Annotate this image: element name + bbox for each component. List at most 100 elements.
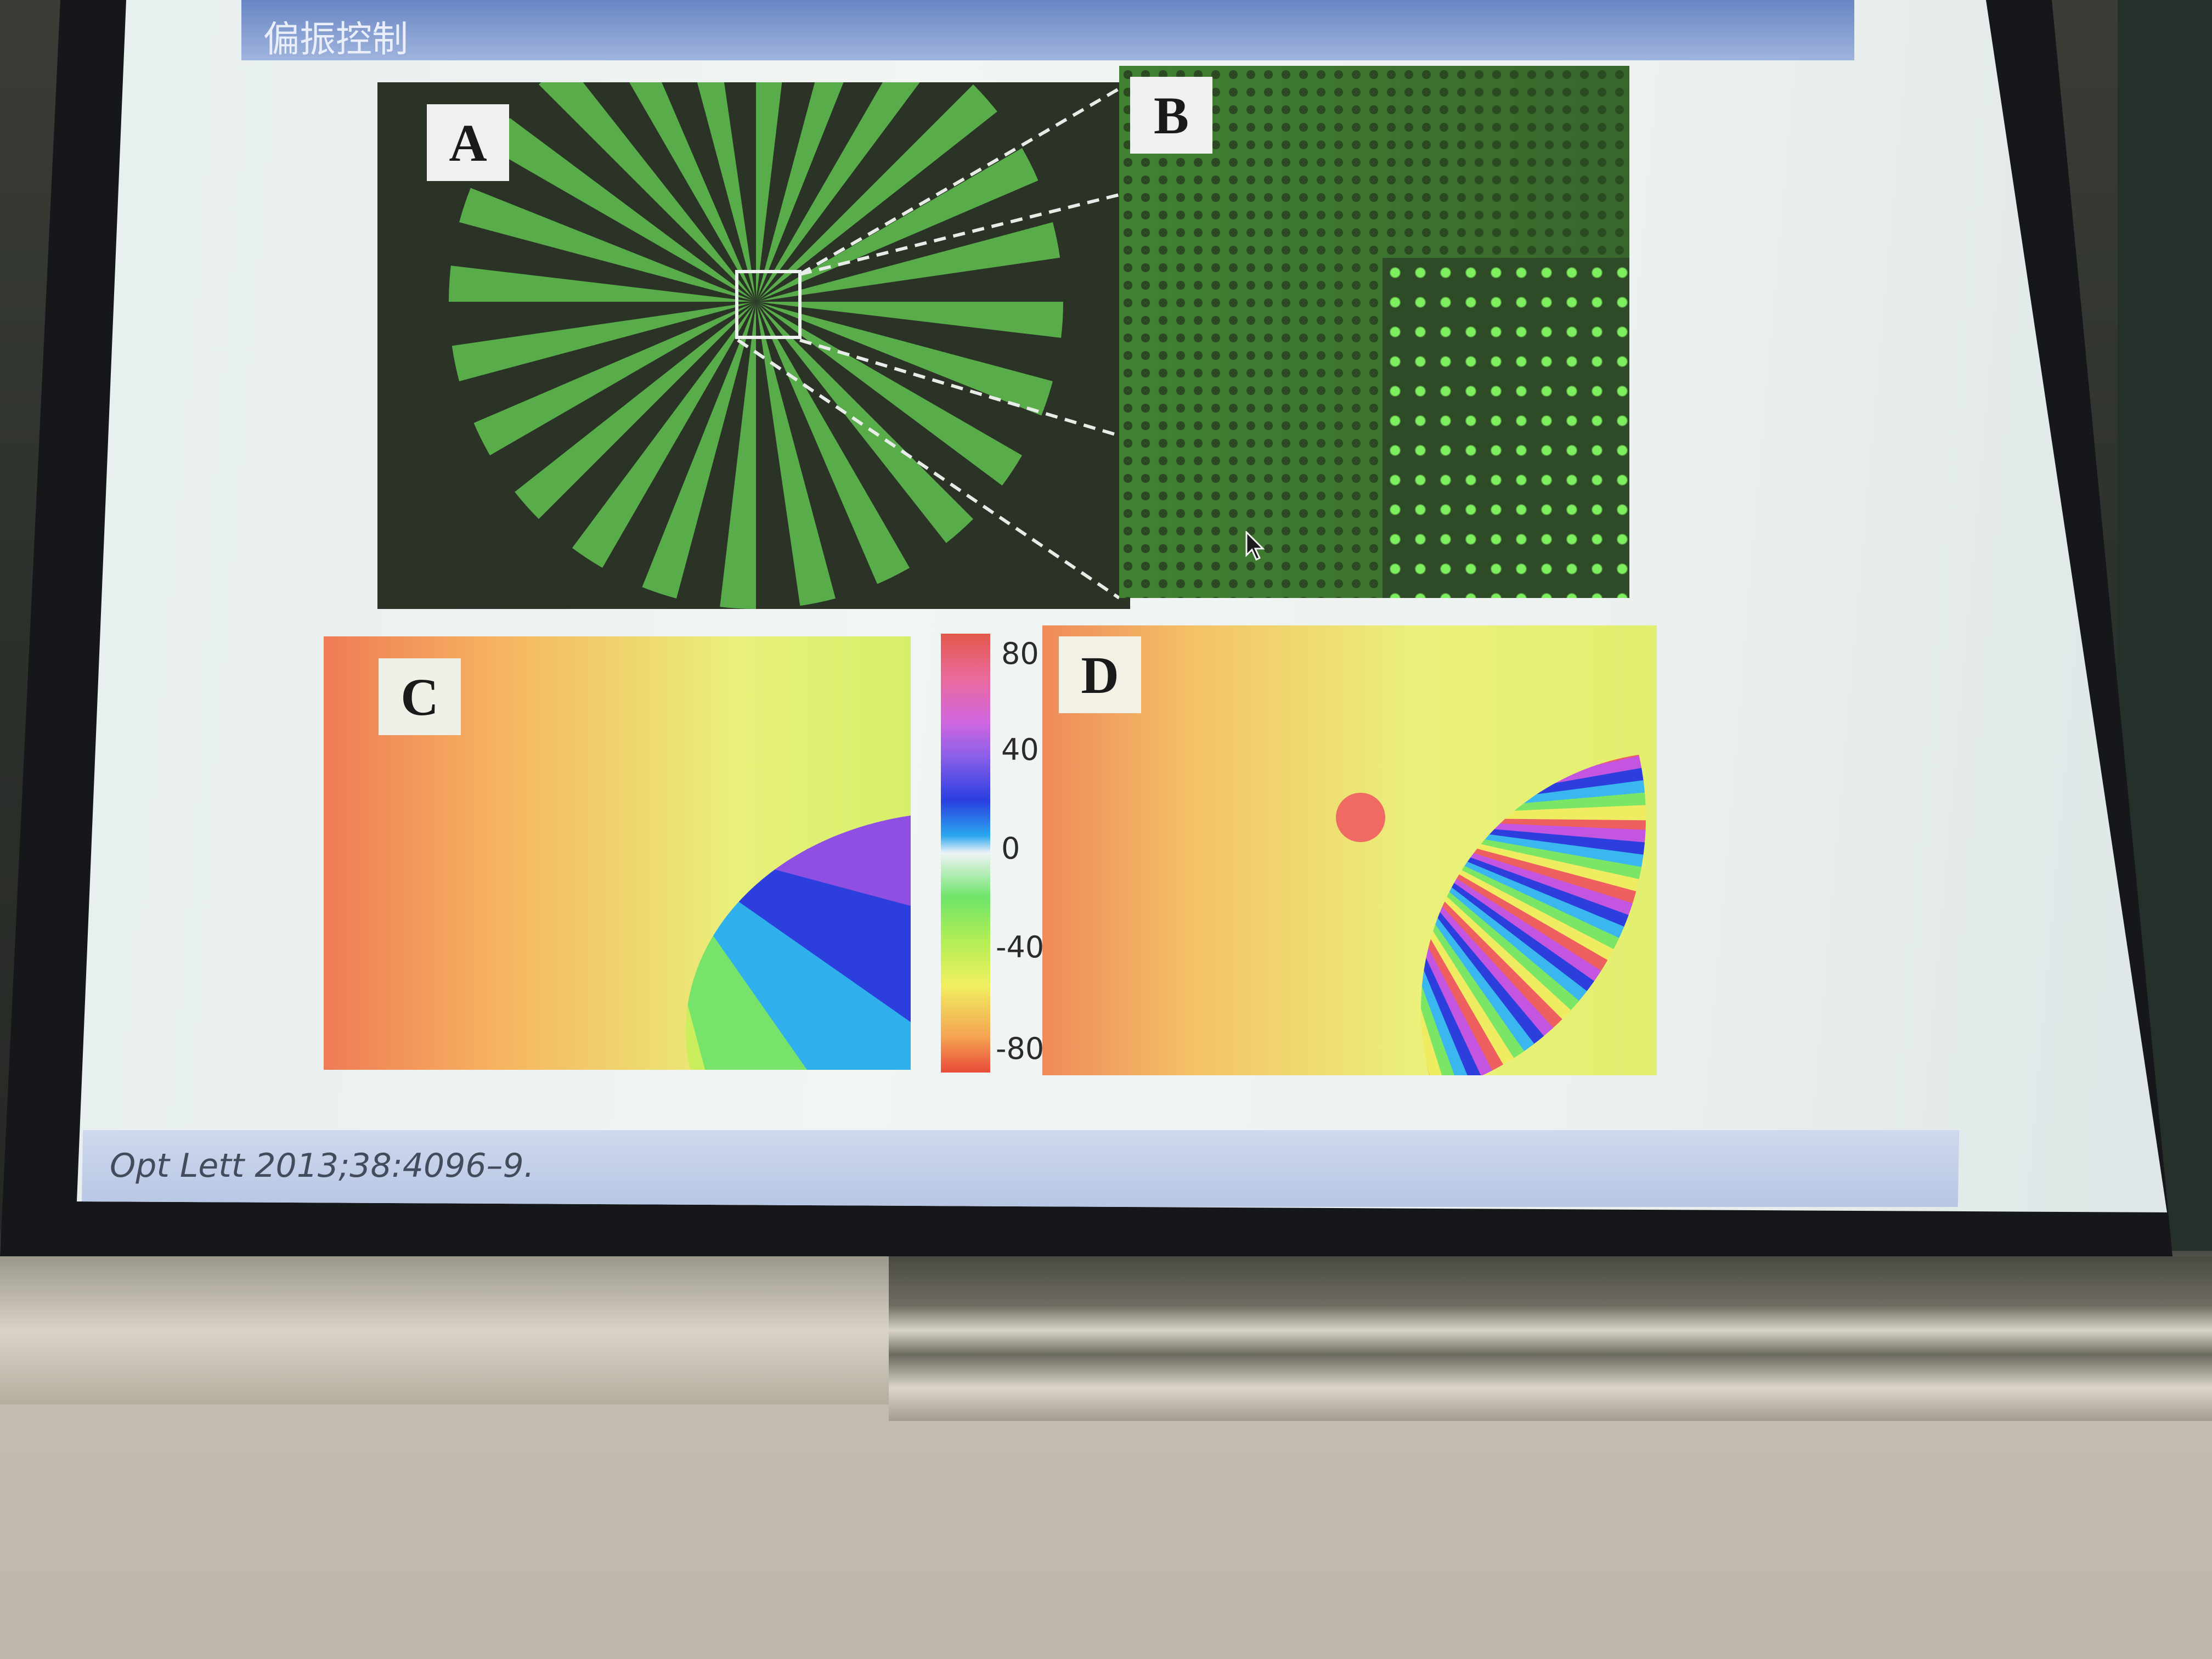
phase-wedge — [1299, 625, 1361, 817]
phase-wedge — [1226, 817, 1361, 1075]
colorbar-tick-40: 40 — [1001, 732, 1039, 767]
phase-wedge — [686, 834, 774, 1070]
phase-wedge — [1077, 817, 1361, 867]
phase-wedge — [1134, 632, 1361, 817]
phase-wedge — [1096, 817, 1361, 938]
panel-b-image: B — [1119, 66, 1629, 598]
phase-wedge — [1421, 752, 1472, 817]
phase-wedge — [1088, 817, 1361, 915]
phase-wedge — [686, 812, 911, 834]
phase-wedge — [1132, 817, 1361, 1001]
fluorescence-spoke — [756, 82, 792, 302]
fluorescence-spoke — [473, 302, 756, 455]
phase-wedge — [1421, 752, 1547, 817]
panel-label-d: D — [1059, 636, 1141, 713]
phase-wedge — [1421, 817, 1571, 1022]
phase-wedge — [1075, 815, 1361, 830]
colorbar-tick-minus-40: -40 — [996, 930, 1045, 964]
phase-wedge — [1296, 817, 1361, 1075]
phase-wedge — [686, 812, 911, 834]
phase-wedge — [1421, 817, 1562, 1030]
phase-wedge — [1106, 817, 1361, 960]
phase-wedge — [1125, 817, 1361, 991]
phase-wedge — [1345, 817, 1361, 1075]
phase-wedge — [1238, 817, 1361, 1075]
phase-wedge — [575, 636, 642, 834]
phase-wedge — [686, 812, 713, 834]
phase-wedge — [1184, 817, 1361, 1051]
fluorescence-spoke — [756, 82, 940, 302]
fluorescence-spoke — [490, 117, 756, 302]
phase-wedge — [1421, 752, 1537, 817]
phase-wedge — [1421, 752, 1437, 817]
phase-wedge — [324, 834, 642, 965]
phase-wedge — [507, 834, 642, 1070]
phase-wedge — [1421, 817, 1601, 984]
phase-wedge — [1361, 817, 1385, 1075]
phase-wedge — [686, 812, 911, 834]
phase-wedge — [1150, 625, 1361, 817]
phase-wedge — [1120, 651, 1361, 817]
phase-wedge — [1421, 752, 1516, 817]
phase-wedge — [686, 812, 911, 834]
phase-wedge — [1092, 706, 1361, 817]
citation-text: Opt Lett 2013;38:4096–9. — [110, 1147, 534, 1185]
phase-wedge — [1421, 817, 1554, 1038]
phase-wedge — [324, 834, 642, 901]
phase-wedge — [686, 834, 804, 1070]
phase-wedge — [686, 812, 745, 834]
phase-wedge — [539, 834, 642, 1070]
phase-wedge — [1321, 817, 1361, 1075]
phase-wedge — [1333, 817, 1361, 1075]
fluorescence-spoke — [756, 302, 910, 584]
phase-wedge — [1140, 817, 1361, 1010]
fluorescence-spoke — [515, 302, 756, 519]
phase-wedge — [642, 636, 679, 834]
phase-wedge — [1194, 817, 1361, 1058]
phase-wedge — [1421, 817, 1423, 1075]
phase-wedge — [345, 834, 642, 1070]
fluorescence-spoke — [720, 302, 756, 609]
phase-wedge — [1421, 752, 1484, 817]
phase-wedge — [1421, 817, 1447, 1075]
phase-wedge — [1081, 817, 1361, 891]
phase-wedge — [1323, 625, 1361, 817]
phase-wedge — [1218, 625, 1361, 817]
phase-wedge — [1148, 817, 1361, 1019]
phase-wedge — [1187, 625, 1361, 817]
board-frame — [889, 1256, 2212, 1421]
phase-wedge — [1159, 625, 1361, 817]
phase-wedge — [1308, 817, 1361, 1075]
phase-wedge — [1108, 673, 1361, 817]
phase-wedge — [1205, 817, 1361, 1064]
phase-wedge — [543, 636, 642, 834]
phase-wedge — [1112, 817, 1361, 970]
phase-wedge — [1361, 625, 1401, 817]
phase-wedge — [1197, 625, 1361, 817]
phase-wedge — [324, 830, 642, 867]
phase-wedge — [1119, 817, 1361, 981]
phase-wedge — [1075, 817, 1361, 842]
phase-wedge — [1421, 805, 1646, 821]
phase-wedge — [1421, 752, 1565, 817]
fluorescence-spoke — [756, 222, 1060, 302]
phase-wedge — [1101, 817, 1361, 949]
panel-label-b: B — [1130, 77, 1212, 154]
fluorescence-spoke — [572, 302, 756, 568]
fluorescence-spoke — [459, 188, 756, 302]
fluorescence-spoke — [756, 84, 997, 302]
phase-wedge — [1421, 752, 1573, 817]
phase-wedge — [1421, 817, 1525, 1060]
phase-wedge — [1229, 625, 1361, 817]
phase-wedge — [419, 834, 642, 1070]
phase-wedge — [324, 639, 642, 834]
phase-wedge — [324, 834, 642, 1054]
phase-wedge — [1421, 752, 1527, 817]
phase-wedge — [476, 834, 642, 1070]
phase-wedge — [1421, 817, 1458, 1075]
phase-wedge — [1361, 817, 1398, 1075]
mouse-pointer-icon — [1245, 531, 1265, 561]
phase-wedge — [1421, 752, 1495, 817]
phase-wedge — [1421, 817, 1579, 1013]
phase-wedge — [1361, 817, 1410, 1075]
